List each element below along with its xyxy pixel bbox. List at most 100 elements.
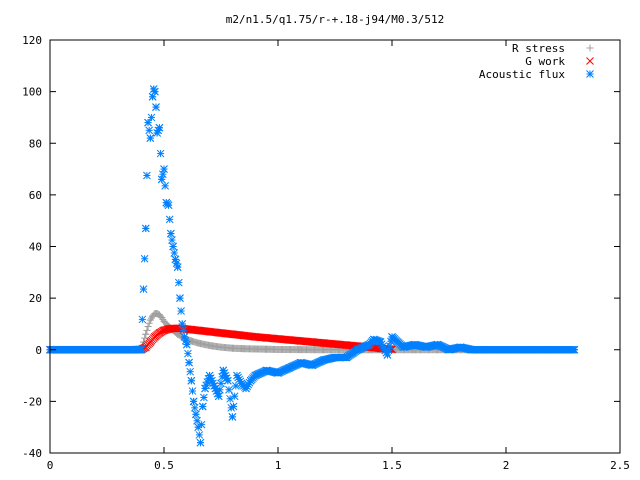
data-point [103, 345, 111, 354]
y-tick-label: -40 [22, 447, 42, 460]
data-point [331, 353, 339, 362]
data-point [147, 113, 156, 122]
data-point [570, 345, 579, 354]
data-point [178, 320, 187, 328]
data-point [342, 341, 351, 349]
data-point [319, 339, 328, 347]
data-point [169, 242, 177, 251]
data-point [445, 345, 453, 354]
x-tick-label: 0.5 [154, 459, 174, 472]
data-point [274, 369, 282, 377]
data-point [194, 326, 203, 335]
data-point [156, 149, 165, 158]
data-point [262, 334, 271, 342]
data-marks [46, 85, 579, 447]
data-point [189, 397, 198, 406]
data-point [187, 325, 196, 334]
data-point [240, 345, 248, 353]
data-point [68, 345, 77, 354]
data-point [168, 236, 176, 244]
data-point [137, 345, 146, 354]
data-point [433, 340, 442, 349]
data-point [198, 402, 207, 411]
data-point [138, 315, 147, 324]
data-point [251, 332, 260, 341]
data-point [114, 345, 123, 354]
data-point [144, 323, 152, 331]
data-point [155, 329, 164, 337]
data-point [164, 201, 173, 210]
data-point [80, 345, 89, 354]
data-point [145, 319, 153, 327]
data-point [242, 384, 250, 393]
data-point [228, 413, 237, 421]
data-point [158, 313, 166, 321]
data-point [342, 353, 351, 362]
data-point [296, 358, 305, 367]
data-point [152, 103, 160, 111]
legend-label: Acoustic flux [479, 68, 565, 81]
y-tick-label: 120 [22, 34, 42, 47]
data-point [151, 87, 159, 96]
data-point [308, 361, 317, 370]
data-point [331, 340, 339, 348]
data-point [467, 345, 476, 354]
data-point [274, 345, 282, 353]
data-point [139, 285, 148, 293]
data-point [143, 171, 151, 180]
data-point [159, 170, 167, 179]
data-point [219, 366, 228, 375]
data-point [195, 431, 204, 439]
x-tick-label: 2.5 [610, 459, 630, 472]
data-point [388, 332, 396, 341]
data-point [479, 345, 488, 354]
legend-marker [586, 44, 594, 52]
data-point [353, 345, 362, 354]
y-tick-label: 100 [22, 86, 42, 99]
data-point [165, 215, 174, 224]
x-tick-label: 1 [275, 459, 282, 472]
data-point [384, 346, 393, 355]
data-point [174, 278, 183, 287]
data-point [201, 341, 209, 349]
axis-ticks: 0 0.5 1 1.5 2 2.5 -40 -20 0 20 40 60 80 100 120 [22, 34, 630, 472]
data-point [143, 326, 151, 334]
data-point [186, 367, 195, 376]
data-point [146, 316, 154, 324]
y-tick-label: -20 [22, 395, 42, 408]
data-point [524, 345, 533, 354]
y-tick-label: 60 [29, 189, 42, 202]
data-point [190, 403, 199, 412]
data-point [182, 340, 191, 349]
data-point [192, 410, 200, 419]
data-point [184, 349, 192, 358]
data-point [157, 175, 166, 184]
legend-marker [586, 70, 594, 78]
y-tick-label: 40 [29, 241, 42, 254]
data-point [176, 294, 184, 302]
data-point [141, 224, 150, 233]
data-point [285, 336, 294, 344]
data-point [177, 307, 185, 315]
data-point [57, 345, 66, 354]
data-point [188, 387, 197, 395]
data-point [146, 134, 155, 142]
data-point [422, 343, 431, 352]
y-tick-label: 80 [29, 137, 42, 150]
data-point [141, 334, 149, 342]
data-point [229, 402, 238, 411]
data-point [155, 123, 164, 132]
data-point [456, 343, 465, 352]
data-point [205, 327, 214, 336]
data-point [251, 345, 259, 353]
data-point [185, 358, 193, 367]
data-point [205, 371, 214, 380]
data-point [145, 126, 154, 135]
data-point [399, 343, 408, 352]
data-point [274, 335, 282, 343]
data-point [285, 363, 294, 372]
y-tick-label: 0 [35, 344, 42, 357]
data-point [228, 344, 236, 352]
data-point [319, 356, 328, 364]
